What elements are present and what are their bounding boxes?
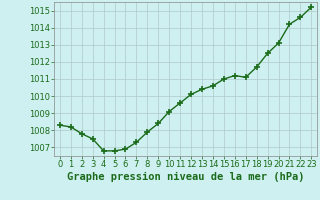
X-axis label: Graphe pression niveau de la mer (hPa): Graphe pression niveau de la mer (hPa) xyxy=(67,172,304,182)
